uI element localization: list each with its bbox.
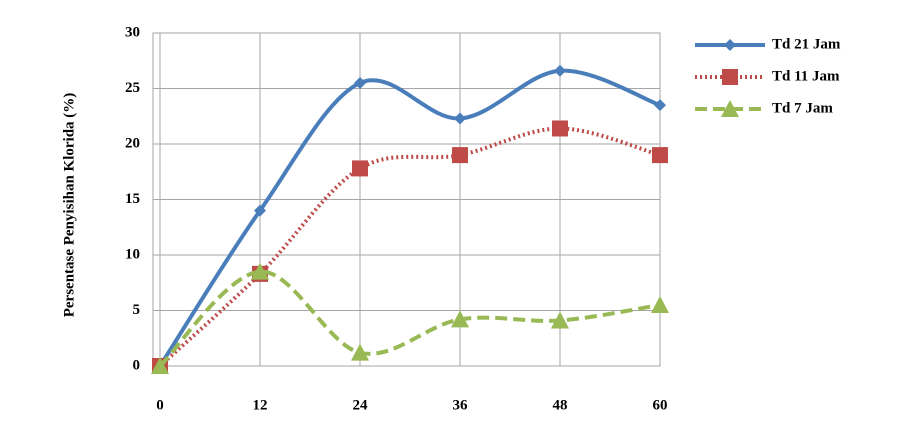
marker — [651, 295, 669, 313]
y-tick-label: 0 — [133, 357, 141, 373]
marker — [554, 64, 566, 77]
marker — [151, 357, 169, 374]
marker — [452, 147, 468, 164]
marker — [654, 99, 666, 112]
marker — [454, 112, 466, 125]
marker — [352, 160, 368, 177]
x-tick-label: 0 — [156, 397, 164, 413]
x-tick-label: 12 — [253, 397, 268, 413]
marker — [652, 147, 668, 164]
series-line — [158, 68, 661, 368]
marker — [351, 343, 369, 361]
legend-label: Td 21 Jam — [772, 36, 841, 52]
marker — [254, 204, 266, 217]
legend-marker — [722, 69, 738, 85]
y-tick-label: 10 — [125, 246, 140, 262]
x-tick-label: 48 — [553, 397, 568, 413]
marker — [251, 262, 269, 280]
series-line — [158, 126, 661, 368]
legend-label: Td 11 Jam — [772, 68, 840, 84]
x-tick-label: 60 — [653, 397, 668, 413]
legend-marker — [724, 39, 736, 51]
y-tick-label: 20 — [125, 135, 140, 151]
marker — [551, 311, 569, 329]
series-line — [158, 269, 661, 368]
legend-marker — [721, 100, 739, 117]
marker — [552, 120, 568, 137]
marker — [354, 76, 366, 89]
y-axis-label: Persentase Penyisihan Klorida (%) — [61, 93, 77, 318]
y-tick-label: 5 — [133, 302, 141, 318]
marker — [451, 310, 469, 328]
legend-label: Td 7 Jam — [772, 100, 833, 116]
y-tick-label: 30 — [125, 24, 140, 40]
x-tick-label: 36 — [453, 397, 469, 413]
x-tick-label: 24 — [353, 397, 369, 413]
y-tick-label: 15 — [125, 191, 140, 207]
y-tick-label: 25 — [125, 80, 140, 96]
